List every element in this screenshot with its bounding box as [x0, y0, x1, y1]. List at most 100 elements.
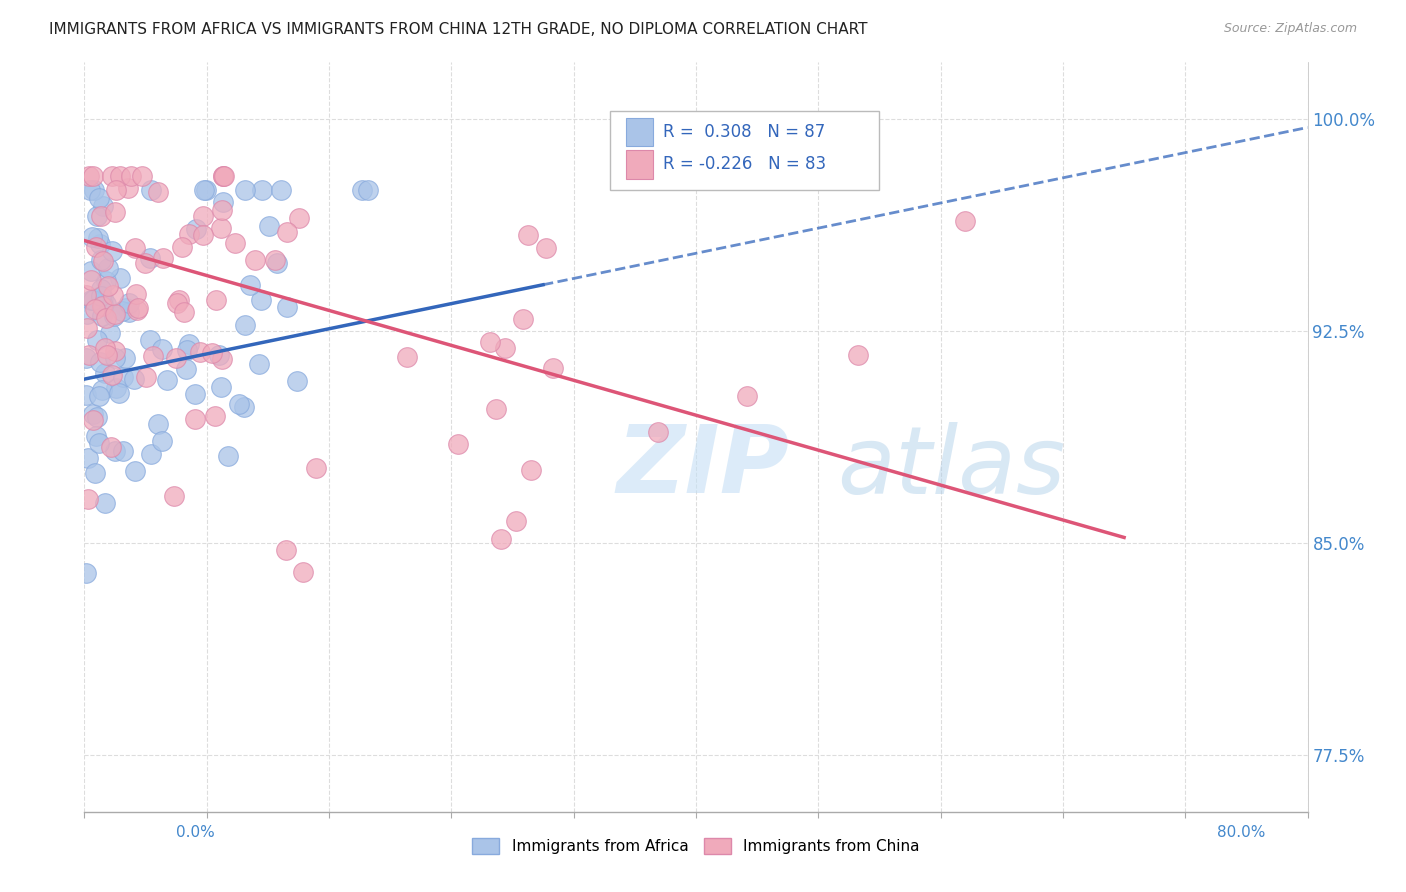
- Point: [263, 253, 285, 268]
- Point: [211, 202, 233, 217]
- Point: [146, 185, 169, 199]
- Point: [224, 235, 246, 250]
- Point: [124, 464, 146, 478]
- Point: [512, 312, 534, 326]
- Text: Source: ZipAtlas.com: Source: ZipAtlas.com: [1223, 22, 1357, 36]
- Point: [257, 219, 280, 233]
- Point: [233, 183, 256, 197]
- Point: [209, 379, 232, 393]
- Point: [87, 389, 110, 403]
- Bar: [626, 150, 654, 178]
- Point: [166, 296, 188, 310]
- Point: [156, 373, 179, 387]
- Point: [276, 225, 298, 239]
- Point: [77, 348, 100, 362]
- Legend: Immigrants from Africa, Immigrants from China: Immigrants from Africa, Immigrants from …: [465, 831, 927, 860]
- Point: [250, 293, 273, 307]
- Point: [176, 343, 198, 358]
- Point: [101, 368, 124, 382]
- Point: [209, 221, 232, 235]
- Point: [104, 351, 127, 366]
- Point: [478, 334, 501, 349]
- Point: [82, 169, 104, 183]
- Point: [447, 436, 470, 450]
- Point: [101, 244, 124, 258]
- Point: [111, 370, 134, 384]
- Point: [305, 460, 328, 475]
- Point: [89, 237, 111, 252]
- Point: [139, 183, 162, 197]
- Point: [208, 348, 231, 362]
- Point: [270, 183, 292, 197]
- Point: [276, 300, 298, 314]
- Point: [108, 385, 131, 400]
- Point: [114, 351, 136, 365]
- Point: [194, 183, 217, 197]
- Point: [485, 401, 508, 416]
- Point: [120, 169, 142, 183]
- Point: [395, 350, 418, 364]
- Point: [212, 169, 235, 183]
- Point: [228, 396, 250, 410]
- Point: [90, 289, 112, 303]
- Point: [89, 355, 111, 369]
- Point: [177, 227, 200, 241]
- Point: [201, 345, 224, 359]
- Point: [288, 211, 311, 226]
- Point: [174, 362, 197, 376]
- Point: [517, 227, 540, 242]
- Point: [96, 310, 118, 325]
- Point: [212, 169, 235, 183]
- Point: [846, 348, 869, 362]
- Point: [110, 304, 132, 318]
- Point: [94, 274, 117, 288]
- Point: [112, 444, 135, 458]
- Point: [90, 282, 112, 296]
- Point: [104, 205, 127, 219]
- Point: [139, 251, 162, 265]
- Point: [103, 288, 125, 302]
- Point: [91, 253, 114, 268]
- Point: [163, 489, 186, 503]
- Point: [520, 463, 543, 477]
- Point: [93, 199, 115, 213]
- Text: ZIP: ZIP: [616, 421, 789, 513]
- Point: [86, 409, 108, 424]
- Point: [142, 350, 165, 364]
- Point: [124, 241, 146, 255]
- Point: [184, 411, 207, 425]
- Point: [77, 169, 100, 183]
- Point: [83, 466, 105, 480]
- Point: [179, 336, 201, 351]
- Point: [89, 435, 111, 450]
- Point: [76, 307, 98, 321]
- Point: [135, 370, 157, 384]
- Point: [647, 425, 669, 439]
- Point: [146, 417, 169, 432]
- Point: [86, 429, 108, 443]
- Point: [127, 301, 149, 316]
- Point: [97, 261, 120, 276]
- Point: [233, 318, 256, 332]
- Point: [243, 252, 266, 267]
- Point: [93, 496, 115, 510]
- Point: [96, 348, 118, 362]
- Point: [352, 183, 374, 197]
- Point: [169, 293, 191, 307]
- Point: [740, 169, 762, 183]
- Point: [104, 444, 127, 458]
- Point: [217, 449, 239, 463]
- Text: 80.0%: 80.0%: [1218, 825, 1265, 840]
- Point: [103, 310, 125, 324]
- Point: [266, 255, 288, 269]
- Point: [165, 351, 187, 366]
- Point: [193, 183, 215, 197]
- Point: [96, 297, 118, 311]
- Point: [90, 309, 112, 323]
- Point: [118, 305, 141, 319]
- Point: [205, 293, 228, 308]
- Point: [94, 366, 117, 380]
- Point: [541, 360, 564, 375]
- Point: [150, 434, 173, 448]
- Point: [83, 302, 105, 317]
